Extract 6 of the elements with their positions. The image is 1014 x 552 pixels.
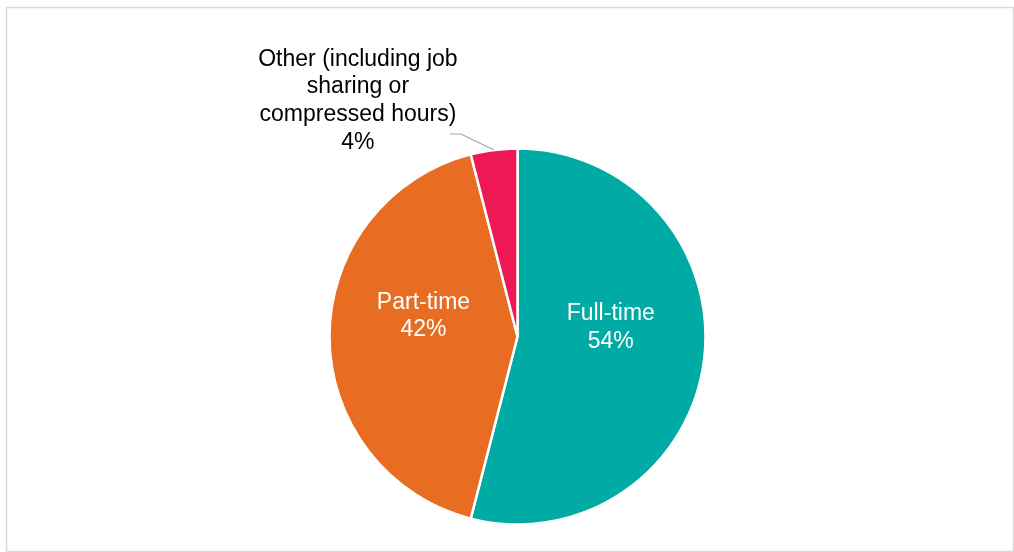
slice-label: Full-time xyxy=(566,299,655,326)
slice-label: Other (including job sharing or compressed hours) xyxy=(258,44,458,127)
slice-label: Part-time xyxy=(376,287,471,314)
data-label: 42% xyxy=(400,315,447,342)
data-label: 54% xyxy=(587,327,634,354)
data-label: 4% xyxy=(341,127,375,154)
